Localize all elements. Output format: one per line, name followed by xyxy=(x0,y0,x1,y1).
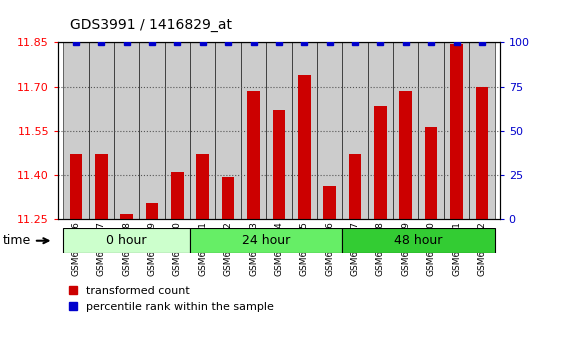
Bar xyxy=(120,213,133,219)
Bar xyxy=(342,42,368,219)
Bar xyxy=(399,91,412,219)
Bar xyxy=(342,228,494,253)
Bar xyxy=(374,106,387,219)
Text: 24 hour: 24 hour xyxy=(242,234,290,247)
Bar xyxy=(222,177,235,219)
Bar xyxy=(368,42,393,219)
Bar xyxy=(469,42,494,219)
Bar xyxy=(272,110,285,219)
Bar xyxy=(247,91,260,219)
Bar xyxy=(292,42,317,219)
Bar xyxy=(317,42,342,219)
Bar xyxy=(95,154,107,219)
Bar xyxy=(190,228,342,253)
Text: time: time xyxy=(3,234,48,247)
Bar xyxy=(88,42,114,219)
Bar xyxy=(146,203,159,219)
Text: 0 hour: 0 hour xyxy=(106,234,147,247)
Bar xyxy=(393,42,418,219)
Bar xyxy=(425,127,437,219)
Bar xyxy=(190,42,216,219)
Text: 48 hour: 48 hour xyxy=(394,234,443,247)
Bar xyxy=(171,172,184,219)
Legend: transformed count, percentile rank within the sample: transformed count, percentile rank withi… xyxy=(64,282,278,316)
Bar xyxy=(63,42,88,219)
Bar xyxy=(266,42,292,219)
Bar xyxy=(114,42,139,219)
Bar xyxy=(196,154,209,219)
Bar xyxy=(139,42,164,219)
Bar xyxy=(63,228,190,253)
Bar xyxy=(70,154,82,219)
Bar xyxy=(323,185,336,219)
Bar xyxy=(241,42,266,219)
Bar xyxy=(216,42,241,219)
Bar xyxy=(444,42,469,219)
Bar xyxy=(418,42,444,219)
Text: GDS3991 / 1416829_at: GDS3991 / 1416829_at xyxy=(70,18,232,32)
Bar xyxy=(164,42,190,219)
Bar xyxy=(349,154,361,219)
Bar xyxy=(298,75,311,219)
Bar xyxy=(476,87,488,219)
Bar xyxy=(450,44,463,219)
